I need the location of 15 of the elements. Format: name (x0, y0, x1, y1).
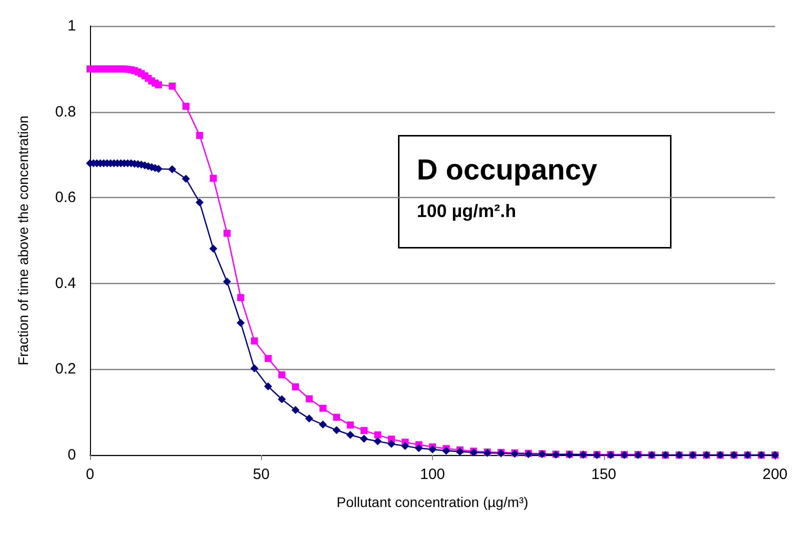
x-tick-label: 0 (86, 466, 94, 483)
x-tick-label: 150 (591, 466, 616, 483)
y-tick-label: 0.6 (55, 189, 76, 206)
annotation: D occupancy (416, 154, 598, 186)
y-tick-label: 0 (68, 446, 76, 464)
x-tick-label: 100 (420, 466, 446, 483)
y-tick-label: 1 (68, 18, 76, 34)
y-tick-label: 0.8 (55, 103, 76, 120)
x-axis-title: Pollutant concentration (µg/m³) (336, 494, 528, 510)
y-tick-label: 0.2 (55, 360, 76, 378)
y-tick-label: 0.4 (55, 274, 76, 292)
x-tick-label: 50 (252, 466, 270, 483)
x-tick-label: 200 (762, 466, 788, 483)
annotation: 100 µg/m².h (416, 200, 516, 221)
y-axis-title: Fraction of time above the concentration (15, 116, 31, 366)
